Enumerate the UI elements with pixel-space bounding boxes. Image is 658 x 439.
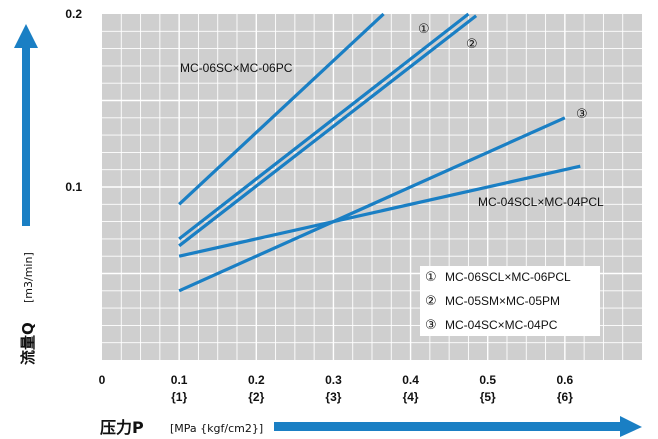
y-tick-labels: 0.1 0.2	[65, 7, 82, 194]
x-axis-title: 压力P [MPa {kgf/cm2}]	[100, 416, 642, 437]
x-tick-label: 0	[99, 373, 106, 387]
legend-box	[420, 266, 600, 336]
annotation-mc04scl-mc04pcl: MC-04SCL×MC-04PCL	[478, 195, 604, 209]
series-line-2	[178, 12, 470, 241]
x-tick-labels: 0 0.1 {1} 0.2 {2} 0.3 {3} 0.4 {4} 0.5 {5} 0.6 {6}	[99, 373, 574, 404]
x-tick-sublabel: {1}	[171, 390, 187, 404]
series-line-1	[178, 12, 385, 206]
annotation-marker-2: ②	[466, 37, 478, 52]
y-axis-title: 流量Q [m3/min]	[14, 24, 38, 365]
x-tick-label: 0.2	[248, 373, 265, 387]
x-axis-arrow	[274, 416, 642, 437]
annotation-marker-1: ①	[418, 22, 430, 37]
x-tick-sublabel: {2}	[248, 390, 264, 404]
series-line-4	[178, 116, 566, 293]
y-tick-label: 0.2	[65, 7, 82, 21]
x-tick-label: 0.5	[479, 373, 496, 387]
y-axis-arrow-head	[14, 24, 38, 48]
y-axis-arrow-shaft	[22, 48, 30, 226]
series-lines	[178, 12, 581, 293]
annotation-mc06sc-mc06pc: MC-06SC×MC-06PC	[180, 61, 293, 75]
x-tick-label: 0.3	[325, 373, 342, 387]
x-tick-sublabel: {5}	[480, 390, 496, 404]
legend-label-1: MC-06SCL×MC-06PCL	[445, 270, 571, 284]
x-axis-label: 压力P	[100, 418, 144, 437]
series-line-3	[178, 14, 478, 248]
legend-marker-3: ③	[425, 318, 437, 333]
x-tick-sublabel: {3}	[325, 390, 341, 404]
series-line-5	[178, 164, 581, 258]
x-tick-label: 0.1	[171, 373, 188, 387]
legend: ① MC-06SCL×MC-06PCL ② MC-05SM×MC-05PM ③ …	[420, 266, 600, 336]
legend-label-2: MC-05SM×MC-05PM	[445, 294, 560, 308]
annotation-marker-3: ③	[576, 107, 588, 122]
x-tick-label: 0.4	[402, 373, 419, 387]
y-axis-unit: [m3/min]	[22, 252, 35, 303]
y-tick-label: 0.1	[65, 180, 82, 194]
x-tick-sublabel: {4}	[403, 390, 419, 404]
legend-marker-2: ②	[425, 294, 437, 309]
legend-marker-1: ①	[425, 270, 437, 285]
y-axis-label: 流量Q	[19, 322, 37, 365]
x-tick-label: 0.6	[557, 373, 574, 387]
x-axis-unit: [MPa {kgf/cm2}]	[170, 422, 263, 435]
x-tick-sublabel: {6}	[557, 390, 573, 404]
legend-label-3: MC-04SC×MC-04PC	[445, 318, 558, 332]
